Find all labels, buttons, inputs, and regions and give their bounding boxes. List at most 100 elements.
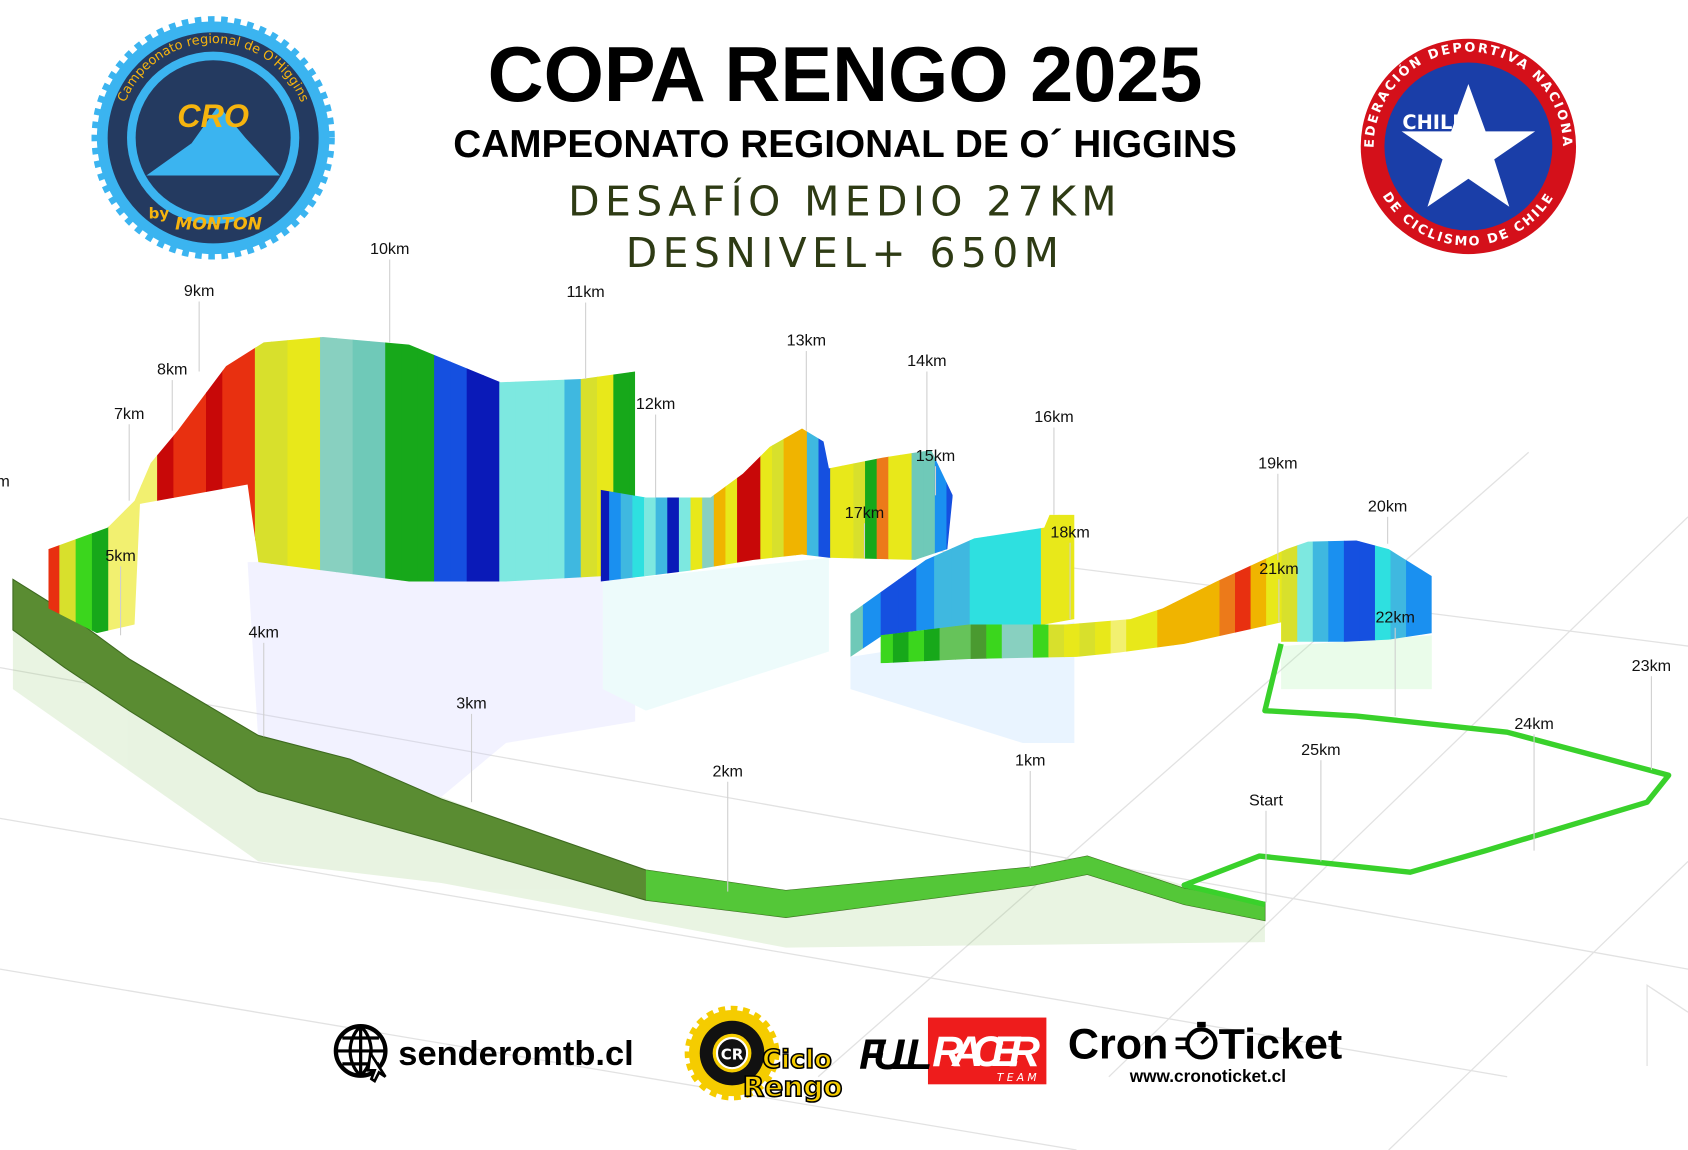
- rengo-text: Rengo: [743, 1070, 843, 1103]
- elevation-strip: [1079, 540, 1096, 664]
- elevation-strip: [969, 514, 989, 657]
- elevation-strip: [336, 337, 354, 634]
- elevation-strip: [841, 428, 855, 582]
- km-marker-label: 20km: [1368, 497, 1407, 515]
- km-markers: Start 1km 2km 3km 4km 5km 6km 7km 8km 9km 10km 11km…: [0, 240, 1671, 903]
- elevation-strip: [830, 428, 843, 582]
- cronoticket-url: www.cronoticket.cl: [1129, 1066, 1286, 1086]
- elevation-strip: [515, 337, 533, 634]
- km-marker-label: Start: [1249, 791, 1284, 809]
- elevation-strip: [1406, 540, 1423, 664]
- elevation-strip: [1203, 540, 1221, 664]
- elevation-strip: [499, 337, 517, 634]
- elevation-strip: [580, 337, 598, 634]
- elevation-strip: [1343, 540, 1361, 664]
- sponsor-cronoticket: Cron Ticket www.cronoticket.cl: [1068, 1020, 1342, 1086]
- team-text: TEAM: [997, 1071, 1040, 1084]
- elevation-strip: [157, 337, 175, 634]
- elevation-strip: [1040, 514, 1060, 657]
- elevation-strip: [946, 428, 953, 582]
- elevation-strip: [600, 428, 610, 582]
- elevation-strip: [564, 337, 582, 634]
- elevation-strip: [189, 337, 207, 634]
- elevation-strip: [955, 540, 972, 664]
- elevation-strip: [1017, 540, 1034, 664]
- federation-center: CHILE: [1402, 111, 1465, 134]
- km-marker-label: 12km: [636, 395, 675, 413]
- elevation-strip: [1421, 540, 1432, 664]
- km-marker-label: 7km: [114, 405, 144, 423]
- elevation-strip: [970, 540, 987, 664]
- elevation-strip: [748, 428, 761, 582]
- elevation-strip: [795, 428, 808, 582]
- elevation-strip: [1219, 540, 1236, 664]
- km-marker-label: 17km: [845, 504, 884, 522]
- cro-name: CRO: [177, 98, 249, 134]
- sponsor-fullracer: FULL RACER TEAM: [859, 1017, 1047, 1085]
- km-marker-label: 9km: [184, 282, 214, 300]
- elevation-strip: [482, 337, 500, 634]
- km-marker-label: 6km: [0, 473, 10, 491]
- km-marker-label: 8km: [157, 361, 187, 379]
- km-marker-label: 22km: [1375, 608, 1414, 626]
- federation-logo: CHILE FEDERACIÓN DEPORTIVA NACIONAL DE C…: [1360, 38, 1577, 255]
- elevation-strip: [466, 337, 484, 634]
- elevation-strip: [1312, 540, 1329, 664]
- route-line: [1181, 643, 1672, 908]
- elevation-strip: [548, 337, 566, 634]
- elevation-strip: [173, 337, 191, 634]
- elevation-strip: [287, 337, 305, 634]
- elevation-strip: [271, 337, 289, 634]
- km-marker-label: 23km: [1632, 657, 1671, 675]
- km-marker-label: 18km: [1050, 523, 1089, 541]
- elevation-strip: [1281, 540, 1298, 664]
- km-marker-label: 10km: [370, 240, 409, 258]
- ciclo-text: Ciclo: [762, 1045, 832, 1075]
- elevation-strip: [1048, 540, 1065, 664]
- elevation-strip: [923, 428, 936, 582]
- elevation-strip: [1005, 514, 1024, 657]
- elevation-strip: [911, 428, 924, 582]
- stopwatch-icon: [1175, 1021, 1218, 1060]
- cro-brand: MONTON: [175, 214, 263, 234]
- elevation-strip: [1297, 540, 1314, 664]
- ticket-text: Ticket: [1219, 1020, 1343, 1068]
- full-text: FULL: [859, 1031, 932, 1079]
- km-marker-label: 1km: [1015, 752, 1045, 770]
- elevation-strip: [254, 337, 272, 634]
- km-marker-label: 14km: [907, 352, 946, 370]
- elevation-strip: [806, 428, 820, 582]
- elevation-strip: [1141, 540, 1158, 664]
- km-marker-label: 15km: [916, 447, 955, 465]
- elevation-strip: [1390, 540, 1407, 664]
- ciclo-mark: CR: [721, 1046, 744, 1064]
- page-subtitle: CAMPEONATO REGIONAL DE O´ HIGGINS: [453, 123, 1237, 166]
- km-marker-label: 11km: [567, 283, 605, 301]
- km-marker-label: 25km: [1301, 741, 1340, 759]
- elevation-strip: [1172, 540, 1190, 664]
- elevation-strip: [222, 337, 240, 634]
- elevation-strip: [1023, 514, 1042, 657]
- cro-by: by: [149, 205, 170, 223]
- elevation-strip: [238, 337, 256, 634]
- km-marker-label: 5km: [105, 547, 135, 565]
- km-marker-label: 4km: [249, 623, 279, 641]
- elevation-strip: [986, 540, 1003, 664]
- elevation-strip: [629, 337, 636, 634]
- elevation-strip: [899, 428, 913, 582]
- sponsor-sendero: senderomtb.cl: [333, 1024, 634, 1084]
- elevation-strip: [1110, 540, 1127, 664]
- elevation-strip: [1374, 540, 1392, 664]
- elevation-strip: [1328, 540, 1345, 664]
- page-title: COPA RENGO 2025: [488, 32, 1203, 118]
- distance-label: DESAFÍO MEDIO 27KM: [568, 177, 1122, 225]
- elevation-strip: [1250, 540, 1267, 664]
- elevation-strip: [320, 337, 337, 634]
- elevation-strip: [531, 337, 549, 634]
- elevation-strip: [1235, 540, 1252, 664]
- elevation-strip: [853, 428, 866, 582]
- elevation-strip: [951, 514, 971, 657]
- route-base-wall-light: [645, 856, 1265, 921]
- elevation-strip: [1095, 540, 1112, 664]
- racer-text: RACER: [932, 1028, 1040, 1076]
